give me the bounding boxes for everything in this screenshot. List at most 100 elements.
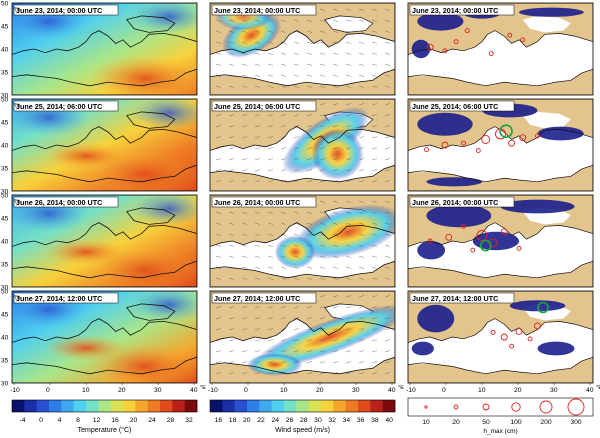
- wind-colorbar-swatch: [321, 400, 334, 412]
- temperature-colorbar-swatch: [172, 400, 185, 412]
- lat-tick-label: 40: [1, 335, 9, 342]
- lon-tick-label: 20: [316, 387, 324, 394]
- hmax-tick-label: 100: [510, 419, 522, 426]
- lat-tick-label: 30: [1, 93, 9, 100]
- wind-colorbar-swatch: [222, 400, 235, 412]
- lon-tick-label: 10: [82, 387, 90, 394]
- wind-band: [274, 235, 316, 269]
- temperature-colorbar-label: Temperature (°C): [78, 426, 132, 434]
- lon-tick-label: 40: [190, 387, 198, 394]
- hmax-circle: [461, 140, 466, 146]
- surge-patch: [472, 231, 519, 251]
- surge-patch: [417, 241, 445, 260]
- hmax-circle: [481, 135, 491, 144]
- lon-tick-label: 30: [154, 387, 162, 394]
- panel-date-label: June 23, 2014; 00:00 UTC: [412, 6, 498, 15]
- wind-colorbar-swatch: [234, 400, 248, 412]
- map-panel: June 27, 2014; 12:00 UTC: [11, 290, 198, 384]
- lon-unit: °E: [596, 385, 600, 391]
- wind-colorbar-tick-label: 40: [385, 417, 393, 424]
- panel-date-label: June 27, 2014; 12:00 UTC: [16, 294, 102, 303]
- wind-colorbar-swatch: [308, 400, 322, 412]
- map-panel: June 25, 2014; 06:00 UTC: [11, 98, 198, 192]
- hmax-legend-circle: [482, 403, 490, 411]
- wind-colorbar-swatch: [333, 400, 346, 412]
- hmax-circle: [470, 247, 476, 253]
- temperature-colorbar-swatch: [36, 400, 50, 412]
- temperature-colorbar-tick-label: -4: [19, 417, 25, 424]
- wind-colorbar-tick-label: 20: [243, 417, 251, 424]
- lon-tick-label: 20: [514, 387, 522, 394]
- wind-colorbar-swatch: [271, 400, 285, 412]
- temperature-colorbar-swatch: [123, 400, 136, 412]
- lat-tick-label: 45: [1, 24, 9, 31]
- lat-tick-label: 45: [1, 216, 9, 223]
- temperature-colorbar-swatch: [61, 400, 74, 412]
- lon-tick-label: 30: [352, 387, 360, 394]
- lon-tick-label: 40: [586, 387, 594, 394]
- wind-colorbar-tick-label: 26: [286, 417, 294, 424]
- wind-colorbar-tick-label: 38: [371, 417, 379, 424]
- temperature-colorbar-tick-label: 32: [185, 417, 193, 424]
- hmax-legend-circle: [567, 398, 585, 416]
- hmax-circle-max: [537, 301, 549, 314]
- temperature-colorbar-swatch: [98, 400, 111, 412]
- hmax-circle: [424, 147, 429, 153]
- hmax-circle: [500, 333, 508, 341]
- wind-colorbar-tick-label: 30: [314, 417, 322, 424]
- hmax-circle: [508, 139, 516, 147]
- hmax-circle: [527, 336, 533, 342]
- temperature-colorbar-tick-label: 12: [93, 417, 101, 424]
- wind-band: [251, 304, 395, 370]
- temperature-colorbar-swatch: [73, 400, 87, 412]
- lon-tick-label: 40: [388, 387, 396, 394]
- wind-colorbar-tick-label: 18: [229, 417, 237, 424]
- temperature-colorbar-tick-label: 20: [130, 417, 138, 424]
- lat-tick-label: 30: [1, 189, 9, 196]
- lon-tick-label: 20: [118, 387, 126, 394]
- hmax-circle: [464, 28, 470, 34]
- hmax-tick-label: 10: [422, 419, 430, 426]
- wind-colorbar-swatch: [210, 400, 223, 412]
- map-panel: June 23, 2014; 00:00 UTC: [209, 2, 396, 96]
- surge-patch: [519, 7, 584, 17]
- hmax-circle: [442, 48, 448, 54]
- temperature-colorbar-swatch: [184, 400, 198, 412]
- panel-date-label: June 26, 2014; 00:00 UTC: [16, 198, 102, 207]
- lon-tick-label: 30: [550, 387, 558, 394]
- panel-date-label: June 23, 2014; 00:00 UTC: [16, 6, 102, 15]
- panel-date-label: June 25, 2014; 06:00 UTC: [16, 102, 102, 111]
- map-panel: June 23, 2014; 00:00 UTC: [407, 2, 594, 96]
- temperature-colorbar-swatch: [12, 400, 25, 412]
- wind-colorbar-swatch: [382, 400, 396, 412]
- surge-patch: [537, 341, 575, 356]
- hmax-tick-label: 200: [540, 419, 552, 426]
- surge-patch: [417, 304, 455, 333]
- temperature-colorbar-tick-label: 16: [111, 417, 119, 424]
- temperature-colorbar-swatch: [24, 400, 37, 412]
- map-panel: June 27, 2014; 12:00 UTC: [407, 290, 594, 384]
- lon-tick-label: -10: [208, 387, 218, 394]
- wind-colorbar-swatch: [247, 400, 260, 412]
- lat-unit: °N: [13, 103, 19, 109]
- surge-patch: [509, 300, 566, 312]
- hmax-circle: [535, 133, 540, 139]
- temperature-colorbar-swatch: [86, 400, 99, 412]
- lat-tick-label: 35: [1, 70, 9, 77]
- wind-colorbar-tick-label: 32: [328, 417, 336, 424]
- wind-colorbar-tick-label: 22: [257, 417, 265, 424]
- lon-tick-label: 0: [442, 387, 446, 394]
- lat-tick-label: 40: [1, 239, 9, 246]
- map-panel: June 27, 2014; 12:00 UTC: [209, 290, 396, 384]
- wind-band: [311, 128, 364, 180]
- lat-unit: °N: [13, 295, 19, 301]
- hmax-label: h_max (cm): [483, 428, 517, 435]
- surge-patch: [411, 39, 431, 59]
- map-panel: June 25, 2014; 06:00 UTC: [209, 98, 396, 192]
- panel-date-label: June 27, 2014; 12:00 UTC: [412, 294, 498, 303]
- hmax-circle: [507, 32, 513, 38]
- lon-tick-label: 0: [244, 387, 248, 394]
- map-panel: June 26, 2014; 00:00 UTC: [407, 194, 594, 288]
- map-panel: June 26, 2014; 00:00 UTC: [11, 194, 198, 288]
- hmax-circle: [476, 230, 488, 241]
